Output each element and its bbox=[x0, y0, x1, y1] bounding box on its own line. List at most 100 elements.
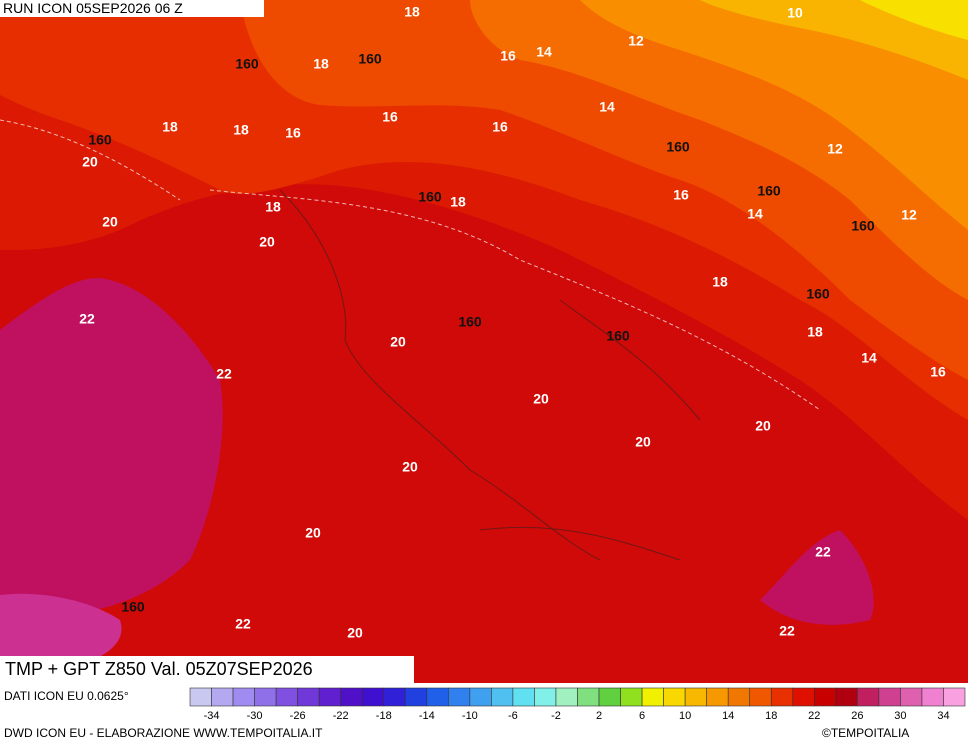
title-box bbox=[0, 656, 414, 683]
isotherm-label: 14 bbox=[599, 99, 615, 115]
colorbar-tick-label: 10 bbox=[679, 710, 691, 722]
isotherm-label: 20 bbox=[102, 214, 118, 230]
isotherm-label: 20 bbox=[402, 459, 418, 475]
isotherm-label: 20 bbox=[390, 334, 406, 350]
geopotential-label: 160 bbox=[235, 56, 259, 72]
isotherm-label: 20 bbox=[305, 525, 321, 541]
credit: DWD ICON EU - ELABORAZIONE WWW.TEMPOITAL… bbox=[4, 726, 323, 740]
isotherm-label: 18 bbox=[450, 194, 466, 210]
colorbar-swatch bbox=[770, 687, 794, 707]
map-title: TMP + GPT Z850 Val. 05Z07SEP2026 bbox=[5, 659, 313, 679]
isotherm-label: 22 bbox=[235, 616, 251, 632]
geopotential-label: 160 bbox=[88, 132, 112, 148]
colorbar-swatch bbox=[275, 687, 298, 707]
geopotential-label: 160 bbox=[458, 314, 482, 330]
colorbar-tick-label: -14 bbox=[419, 710, 435, 722]
isotherm-label: 14 bbox=[747, 206, 763, 222]
colorbar-swatch bbox=[469, 687, 492, 707]
colorbar-swatch bbox=[814, 687, 837, 707]
colorbar-tick-label: -34 bbox=[204, 710, 220, 722]
contour-labels: 18 10 12 14 16 18 18 18 16 16 16 14 12 20 16 14 12 18 18 20… bbox=[79, 4, 946, 641]
geopotential-label: 160 bbox=[358, 51, 382, 67]
field-band-10 bbox=[700, 0, 968, 80]
isotherm-label: 22 bbox=[779, 623, 795, 639]
isotherm bbox=[0, 119, 821, 411]
isotherm-label: 16 bbox=[492, 119, 508, 135]
colorbar-swatch bbox=[448, 687, 471, 707]
colorbar-swatch bbox=[943, 687, 966, 707]
isotherm-label: 18 bbox=[265, 199, 281, 215]
isotherm-label: 22 bbox=[815, 544, 831, 560]
colorbar-swatch bbox=[598, 687, 621, 707]
colorbar-swatch bbox=[835, 687, 858, 707]
colorbar-swatch bbox=[404, 687, 428, 707]
colorbar-tick-label: -18 bbox=[376, 710, 392, 722]
colorbar-swatch bbox=[383, 687, 406, 707]
isotherm-label: 16 bbox=[285, 125, 301, 141]
colorbar-tick-label: -30 bbox=[247, 710, 263, 722]
isotherm-label: 12 bbox=[827, 141, 843, 157]
colorbar-swatch bbox=[663, 687, 686, 707]
geopotential-label: 160 bbox=[121, 599, 145, 615]
run-label: RUN ICON 05SEP2026 06 Z bbox=[3, 0, 183, 16]
isotherm-label: 16 bbox=[500, 48, 516, 64]
colorbar-swatch bbox=[189, 687, 212, 707]
colorbar-swatch bbox=[232, 687, 255, 707]
isotherm-label: 22 bbox=[216, 366, 232, 382]
colorbar-tick-label: 18 bbox=[765, 710, 777, 722]
isotherm-label: 22 bbox=[79, 311, 95, 327]
colorbar-swatch bbox=[857, 687, 880, 707]
colorbar-tick-label: 34 bbox=[937, 710, 949, 722]
coastline bbox=[279, 189, 701, 561]
colorbar: -34 -30 -26 -22 -18 -14 -10 -6 -2 2 6 10 14 18 22 26 30 3… bbox=[189, 687, 966, 722]
isotherm-label: 18 bbox=[233, 122, 249, 138]
colorbar-swatch bbox=[491, 687, 514, 707]
colorbar-swatch bbox=[534, 687, 557, 707]
field-band-22-east bbox=[760, 530, 874, 625]
isotherm-label: 10 bbox=[787, 5, 803, 21]
map-field bbox=[0, 0, 968, 683]
isotherm-label: 12 bbox=[628, 33, 644, 49]
colorbar-tick-label: -10 bbox=[462, 710, 478, 722]
field-band-22-west bbox=[0, 278, 223, 620]
isotherm-label: 20 bbox=[259, 234, 275, 250]
field-band-12 bbox=[580, 0, 968, 230]
colorbar-swatch bbox=[684, 687, 707, 707]
colorbar-swatch bbox=[878, 687, 901, 707]
colorbar-swatch bbox=[749, 687, 772, 707]
colorbar-tick-label: 22 bbox=[808, 710, 820, 722]
colorbar-swatch bbox=[620, 687, 643, 707]
isotherm-label: 18 bbox=[404, 4, 420, 20]
header-box bbox=[0, 0, 264, 17]
colorbar-swatch bbox=[297, 687, 320, 707]
colorbar-swatch bbox=[641, 687, 664, 707]
copyright: ©TEMPOITALIA bbox=[822, 726, 909, 740]
colorbar-tick-label: 2 bbox=[596, 710, 602, 722]
isotherm-label: 14 bbox=[861, 350, 877, 366]
geopotential-label: 160 bbox=[757, 183, 781, 199]
colorbar-swatch bbox=[340, 687, 363, 707]
isotherm-label: 20 bbox=[82, 154, 98, 170]
colorbar-swatch bbox=[426, 687, 449, 707]
colorbar-swatch bbox=[512, 687, 535, 707]
geopotential-label: 160 bbox=[666, 139, 690, 155]
isotherm-label: 20 bbox=[755, 418, 771, 434]
colorbar-tick-label: -6 bbox=[508, 710, 518, 722]
isotherm-label: 16 bbox=[930, 364, 946, 380]
isotherm-label: 12 bbox=[901, 207, 917, 223]
isotherm-label: 20 bbox=[635, 434, 651, 450]
colorbar-tick-label: 30 bbox=[894, 710, 906, 722]
colorbar-tick-label: -22 bbox=[333, 710, 349, 722]
geopotential-label: 160 bbox=[418, 189, 442, 205]
isotherm-label: 16 bbox=[673, 187, 689, 203]
colorbar-swatch bbox=[792, 687, 815, 707]
isotherm-label: 16 bbox=[382, 109, 398, 125]
colorbar-swatch bbox=[318, 687, 341, 707]
colorbar-tick-label: 14 bbox=[722, 710, 734, 722]
colorbar-tick-label: -26 bbox=[290, 710, 306, 722]
source: DATI ICON EU 0.0625° bbox=[4, 689, 129, 703]
colorbar-swatch bbox=[555, 687, 578, 707]
isotherm-label: 18 bbox=[162, 119, 178, 135]
field-band-8 bbox=[860, 0, 968, 40]
